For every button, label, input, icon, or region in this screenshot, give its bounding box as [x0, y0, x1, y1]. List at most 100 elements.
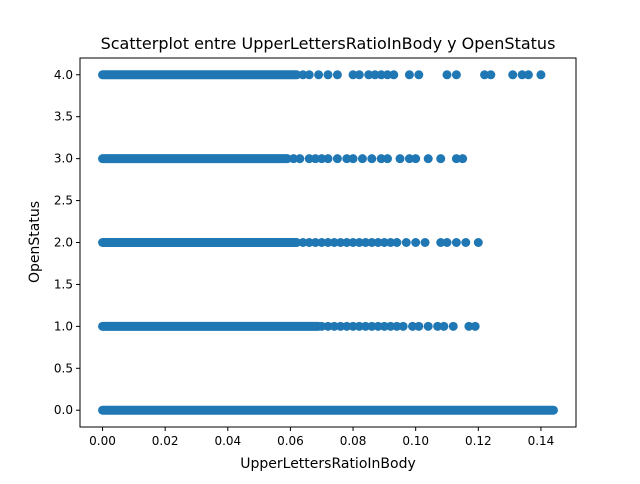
y-axis-label: OpenStatus: [27, 201, 43, 283]
data-point: [295, 154, 305, 164]
data-point: [420, 238, 430, 247]
series-openstatus-3: [98, 154, 468, 164]
y-tick-label: 1.0: [54, 319, 73, 333]
data-point: [433, 321, 443, 331]
data-point: [298, 238, 308, 247]
data-point: [342, 154, 352, 164]
data-point: [382, 70, 392, 80]
data-point: [304, 238, 314, 247]
data-point: [473, 238, 483, 247]
data-point: [323, 321, 333, 331]
data-point: [348, 154, 358, 164]
data-point: [342, 238, 352, 247]
data-point: [298, 70, 308, 80]
data-point: [470, 321, 480, 331]
data-point: [323, 70, 333, 80]
data-point: [423, 321, 433, 331]
y-tick-label: 0.0: [54, 403, 73, 417]
x-tick-label: 0.02: [152, 434, 179, 448]
data-point: [451, 238, 461, 247]
data-point: [379, 321, 389, 331]
data-point: [361, 321, 371, 331]
data-point: [486, 70, 496, 80]
data-point: [480, 70, 490, 80]
x-tick-label: 0.12: [465, 434, 492, 448]
data-point: [451, 154, 461, 164]
x-tick-label: 0.04: [214, 434, 241, 448]
data-point: [332, 154, 342, 164]
data-point: [310, 238, 320, 247]
data-point: [408, 321, 418, 331]
chart-title: Scatterplot entre UpperLettersRatioInBod…: [101, 34, 556, 53]
data-point: [317, 154, 327, 164]
data-point: [392, 238, 402, 247]
data-point: [336, 321, 346, 331]
series-openstatus-0: [98, 405, 558, 415]
dense-point-band: [98, 405, 558, 415]
axes: 0.00 0.02 0.04 0.06 0.08 0.10 0.12 0.14 0.0 0.5 1.…: [54, 57, 577, 448]
series-openstatus-1: [98, 321, 480, 331]
data-point: [436, 238, 446, 247]
data-point: [348, 321, 358, 331]
y-tick-label: 0.5: [54, 361, 73, 375]
data-point: [332, 70, 342, 80]
data-point: [364, 70, 374, 80]
data-point: [392, 321, 402, 331]
data-point: [304, 70, 314, 80]
data-point: [373, 238, 383, 247]
series-openstatus-2: [98, 238, 483, 247]
data-point: [451, 70, 461, 80]
data-point: [436, 154, 446, 164]
data-point: [348, 70, 358, 80]
data-point: [414, 70, 424, 80]
data-point: [373, 321, 383, 331]
data-point: [367, 321, 377, 331]
data-point: [411, 238, 421, 247]
dense-point-band: [98, 70, 302, 80]
data-point: [386, 238, 396, 247]
data-point: [411, 154, 421, 164]
data-point: [354, 238, 364, 247]
x-tick-label: 0.00: [89, 434, 116, 448]
data-point: [439, 321, 449, 331]
y-tick-label: 4.0: [54, 68, 73, 82]
data-point: [329, 238, 339, 247]
data-point: [342, 321, 352, 331]
x-tick-label: 0.08: [340, 434, 367, 448]
y-tick-label: 3.5: [54, 110, 73, 124]
data-point: [423, 154, 433, 164]
data-point: [336, 238, 346, 247]
data-point: [442, 238, 452, 247]
data-point: [367, 154, 377, 164]
x-axis-label: UpperLettersRatioInBody: [240, 456, 416, 472]
data-point: [389, 70, 399, 80]
data-point: [323, 154, 333, 164]
data-point: [398, 321, 408, 331]
data-point: [370, 70, 380, 80]
data-point: [304, 154, 314, 164]
data-point: [442, 70, 452, 80]
data-point: [354, 321, 364, 331]
data-point: [404, 154, 414, 164]
y-tick-label: 1.5: [54, 277, 73, 291]
dense-point-band: [98, 154, 292, 164]
data-point: [404, 70, 414, 80]
data-point: [323, 238, 333, 247]
data-point: [367, 238, 377, 247]
data-point: [357, 154, 367, 164]
data-points: [98, 70, 558, 415]
data-point: [317, 238, 327, 247]
data-point: [361, 238, 371, 247]
dense-point-band: [98, 321, 324, 331]
dense-point-band: [98, 238, 302, 247]
data-point: [386, 321, 396, 331]
data-point: [376, 70, 386, 80]
data-point: [414, 321, 424, 331]
data-point: [317, 321, 327, 331]
data-point: [329, 321, 339, 331]
data-point: [464, 321, 474, 331]
data-point: [376, 154, 386, 164]
x-tick-label: 0.06: [277, 434, 304, 448]
data-point: [382, 154, 392, 164]
